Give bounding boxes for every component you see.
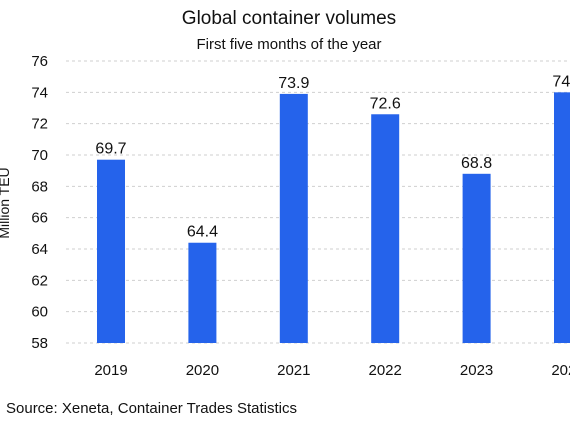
y-tick-label: 74 [31,84,48,101]
bar-2020 [188,242,217,343]
bars [97,92,570,344]
gridlines [66,60,570,344]
data-label: 64.4 [187,224,218,241]
data-label: 68.8 [461,155,492,172]
x-tick-label: 2022 [369,362,402,379]
data-label: 72.6 [370,95,401,112]
chart-subtitle: First five months of the year [196,36,381,53]
x-tick-label: 2024 [551,362,570,379]
bar-2022 [371,114,400,344]
y-tick-label: 64 [31,241,48,258]
data-labels: 69.7 64.4 73.9 72.6 68.8 74.0 [95,73,570,240]
bar-2023 [462,173,491,343]
chart-title: Global container volumes [182,8,396,29]
y-axis-label: Million TEU [0,167,12,238]
x-tick-label: 2020 [186,362,219,379]
y-tick-label: 66 [31,210,48,227]
data-label: 74.0 [552,73,570,90]
x-tick-label: 2023 [460,362,493,379]
bar-2019 [97,159,125,343]
x-axis-ticks: 2019 2020 2021 2022 2023 2024 [94,362,570,379]
bar-2021 [279,93,308,344]
y-tick-label: 60 [31,304,48,321]
source-note: Source: Xeneta, Container Trades Statist… [6,400,297,417]
y-tick-label: 76 [31,53,48,70]
y-tick-label: 62 [31,272,48,289]
y-tick-label: 68 [31,178,48,195]
y-tick-label: 58 [31,335,48,352]
data-label: 73.9 [278,75,309,92]
x-tick-label: 2021 [277,362,310,379]
data-label: 69.7 [95,141,126,158]
x-tick-label: 2019 [94,362,127,379]
y-tick-label: 72 [31,116,48,133]
y-tick-label: 70 [31,147,48,164]
y-axis-ticks: 58 60 62 64 66 68 70 72 74 76 [31,53,48,352]
bar-2024 [554,92,570,343]
